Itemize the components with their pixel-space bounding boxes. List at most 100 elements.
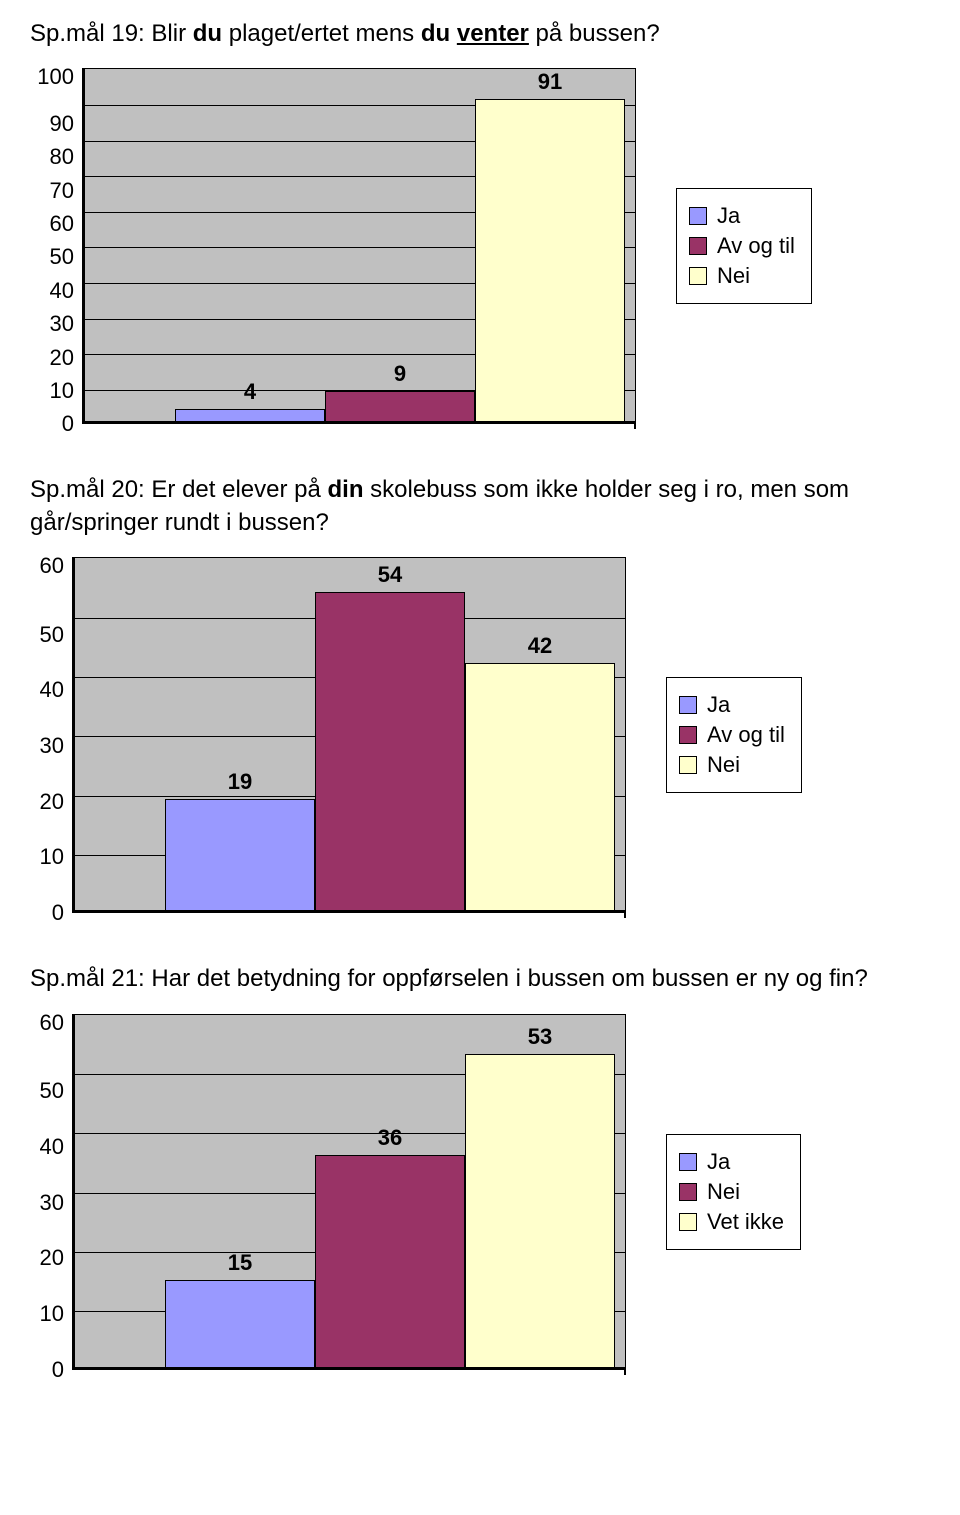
legend: Ja Av og til Nei [676,188,812,304]
legend-swatch [679,756,697,774]
y-tick-label: 0 [30,413,74,435]
y-tick-label: 60 [30,555,64,577]
legend-label: Ja [707,692,730,718]
legend-item: Ja [679,692,785,718]
bar-slot: 19 [165,558,315,912]
plot-area: 15 36 53 [72,1014,626,1370]
legend-label: Ja [707,1149,730,1175]
y-tick-label: 20 [30,1247,64,1269]
legend-item: Av og til [679,722,785,748]
legend-label: Nei [707,752,740,778]
axis-right-tick [624,912,626,918]
y-tick-label: 0 [30,902,64,924]
axis-right-tick [634,423,636,429]
bar-slot: 42 [465,558,615,912]
bars-group: 4 9 91 [83,69,635,423]
chart-block: 10090807060504030201004991JaAv og tilNei [30,68,930,424]
legend-item: Ja [689,203,795,229]
y-tick-label: 50 [30,246,74,268]
chart-outer: 10090807060504030201004991 [30,68,636,424]
bar [315,592,465,912]
bar [315,1155,465,1369]
axis-left [83,69,85,423]
bar-value-label: 36 [378,1125,402,1151]
legend-item: Ja [679,1149,784,1175]
bar [465,663,615,912]
y-tick-label: 30 [30,735,64,757]
y-tick-label: 0 [30,1359,64,1381]
y-axis: 1009080706050403020100 [30,68,74,424]
axis-left [73,1015,75,1369]
y-tick-label: 30 [30,313,74,335]
legend-swatch [689,237,707,255]
legend-swatch [679,726,697,744]
legend-swatch [679,1183,697,1201]
bar-value-label: 54 [378,562,402,588]
y-tick-label: 10 [30,1303,64,1325]
legend-swatch [679,1153,697,1171]
y-tick-label: 50 [30,1080,64,1102]
legend-swatch [689,207,707,225]
bar-value-label: 19 [228,769,252,795]
bar-slot: 9 [325,69,475,423]
bar [165,1280,315,1369]
y-tick-label: 40 [30,280,74,302]
y-axis: 6050403020100 [30,557,64,913]
legend-label: Ja [717,203,740,229]
bar-slot: 36 [315,1015,465,1369]
bar-value-label: 42 [528,633,552,659]
legend-item: Vet ikke [679,1209,784,1235]
y-tick-label: 20 [30,791,64,813]
y-tick-label: 100 [30,66,74,88]
chart-outer: 6050403020100153653 [30,1014,626,1370]
bar-slot: 53 [465,1015,615,1369]
chart-question-title: Sp.mål 20: Er det elever på din skolebus… [30,474,930,539]
y-tick-label: 10 [30,846,64,868]
bar-slot: 4 [175,69,325,423]
bar-slot: 54 [315,558,465,912]
legend-label: Av og til [717,233,795,259]
bar [165,799,315,912]
legend-label: Nei [707,1179,740,1205]
legend-label: Vet ikke [707,1209,784,1235]
axis-left [73,558,75,912]
bar-value-label: 9 [394,361,406,387]
y-axis: 6050403020100 [30,1014,64,1370]
chart-outer: 6050403020100195442 [30,557,626,913]
legend-swatch [679,1213,697,1231]
axis-baseline [83,421,635,423]
bar [325,391,475,423]
bars-group: 19 54 42 [73,558,625,912]
axis-right-tick [624,1369,626,1375]
legend-label: Nei [717,263,750,289]
legend-label: Av og til [707,722,785,748]
bar-value-label: 91 [538,69,562,95]
legend-swatch [679,696,697,714]
bar [475,99,625,423]
bar-value-label: 53 [528,1024,552,1050]
chart-question-title: Sp.mål 19: Blir du plaget/ertet mens du … [30,18,930,50]
bar-value-label: 4 [244,379,256,405]
y-tick-label: 70 [30,180,74,202]
chart-block: 6050403020100195442JaAv og tilNei [30,557,930,913]
y-tick-label: 40 [30,1136,64,1158]
legend-item: Nei [679,1179,784,1205]
legend-item: Nei [679,752,785,778]
legend: Ja Av og til Nei [666,677,802,793]
chart-block: 6050403020100153653JaNeiVet ikke [30,1014,930,1370]
y-tick-label: 60 [30,213,74,235]
y-tick-label: 90 [30,113,74,135]
y-tick-label: 50 [30,624,64,646]
y-tick-label: 20 [30,347,74,369]
axis-baseline [73,910,625,912]
bar-value-label: 15 [228,1250,252,1276]
bar-slot: 15 [165,1015,315,1369]
chart-question-title: Sp.mål 21: Har det betydning for oppførs… [30,963,930,995]
y-tick-label: 10 [30,380,74,402]
y-tick-label: 60 [30,1012,64,1034]
legend-item: Av og til [689,233,795,259]
bar [465,1054,615,1368]
legend-swatch [689,267,707,285]
y-tick-label: 40 [30,679,64,701]
bar-slot: 91 [475,69,625,423]
